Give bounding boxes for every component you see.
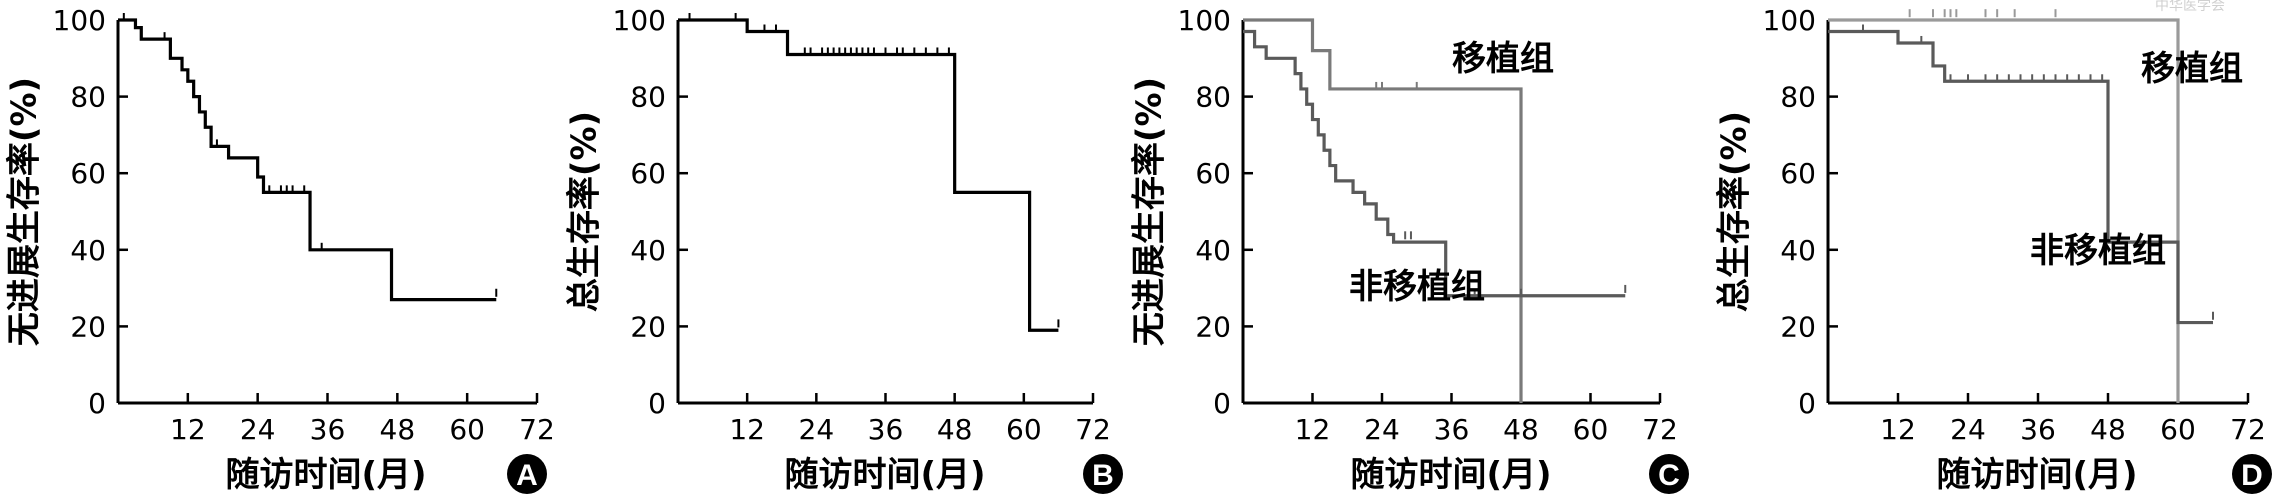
panel-badge: [1649, 454, 1689, 494]
x-tick-label: 72: [1642, 413, 1678, 446]
y-tick-label: 20: [630, 310, 666, 343]
panel-badge-letter: C: [1658, 459, 1680, 492]
panel-badge: [2232, 454, 2272, 494]
x-tick-label: 36: [868, 413, 904, 446]
y-tick-label: 60: [1195, 157, 1231, 190]
panel-badge-letter: B: [1092, 459, 1114, 492]
x-tick-label: 36: [1434, 413, 1470, 446]
x-tick-label: 24: [1364, 413, 1400, 446]
y-tick-label: 40: [1780, 234, 1816, 267]
x-tick-label: 24: [799, 413, 835, 446]
panel-badge-letter: D: [2241, 459, 2263, 492]
x-tick-label: 36: [310, 413, 346, 446]
y-tick-label: 40: [70, 234, 106, 267]
y-axis-label: 总生存率(%): [1715, 111, 1755, 312]
panel-badge-letter: A: [516, 459, 538, 492]
series-label: 移植组: [1452, 39, 1554, 79]
x-tick-label: 60: [449, 413, 485, 446]
y-tick-label: 60: [1780, 157, 1816, 190]
y-tick-label: 20: [70, 310, 106, 343]
y-tick-label: 100: [1763, 4, 1816, 37]
y-tick-label: 100: [1178, 4, 1231, 37]
x-tick-label: 48: [2090, 413, 2126, 446]
y-tick-label: 80: [70, 81, 106, 114]
x-tick-label: 12: [170, 413, 206, 446]
y-tick-label: 20: [1780, 310, 1816, 343]
x-tick-label: 72: [1075, 413, 1111, 446]
x-tick-label: 48: [937, 413, 973, 446]
survival-curve-1: [118, 18, 497, 302]
x-axis-label: 随访时间(月): [1936, 455, 2137, 495]
x-tick-label: 48: [380, 413, 416, 446]
panel-c: 0 20 40 60 80 100 12 24 36 48 60 72 无进展生存率(%) 随访时间(月)…: [1130, 4, 1689, 495]
y-tick-label: 100: [53, 4, 106, 37]
y-tick-label: 60: [630, 157, 666, 190]
x-axis-label: 随访时间(月): [784, 455, 985, 495]
y-tick-label: 0: [1213, 387, 1231, 420]
x-tick-label: 24: [1950, 413, 1986, 446]
series-label: 移植组: [2141, 49, 2243, 89]
y-tick-label: 0: [1798, 387, 1816, 420]
y-axis-label: 无进展生存率(%): [1130, 77, 1170, 346]
x-axis-label: 随访时间(月): [1350, 455, 1551, 495]
y-tick-label: 100: [613, 4, 666, 37]
x-tick-label: 36: [2020, 413, 2056, 446]
y-tick-label: 0: [648, 387, 666, 420]
y-axis-label: 无进展生存率(%): [5, 77, 45, 346]
x-tick-label: 24: [240, 413, 276, 446]
survival-curve-2: [1828, 29, 2213, 325]
y-tick-label: 0: [88, 387, 106, 420]
survival-curve-1: [678, 18, 1059, 332]
panel-d: 0 20 40 60 80 100 12 24 36 48 60 72 总生存率(%) 随访时间(月) 移植…: [1715, 4, 2272, 495]
x-tick-label: 72: [2230, 413, 2266, 446]
panel-a: 0 20 40 60 80 100 12 24 36 48 60 72 无进展生存率(%) 随访时间(月)…: [5, 4, 555, 495]
y-tick-label: 40: [630, 234, 666, 267]
y-tick-label: 80: [1780, 81, 1816, 114]
x-tick-label: 12: [1295, 413, 1331, 446]
series-label: 非移植组: [2030, 231, 2166, 271]
y-tick-label: 80: [630, 81, 666, 114]
x-tick-label: 12: [729, 413, 765, 446]
panel-b: 0 20 40 60 80 100 12 24 36 48 60 72 总生存率(%) 随访时间(月) B: [565, 4, 1123, 495]
y-axis-label: 总生存率(%): [565, 111, 605, 312]
x-tick-label: 60: [2160, 413, 2196, 446]
survival-curve-1: [1243, 18, 1523, 403]
x-tick-label: 60: [1573, 413, 1609, 446]
panel-badge: [1083, 454, 1123, 494]
y-tick-label: 20: [1195, 310, 1231, 343]
survival-curve-1: [1828, 18, 2180, 403]
survival-curve-2: [1243, 29, 1626, 298]
x-tick-label: 48: [1503, 413, 1539, 446]
panel-badge: [507, 454, 547, 494]
y-tick-label: 60: [70, 157, 106, 190]
x-tick-label: 72: [519, 413, 555, 446]
series-label: 非移植组: [1349, 267, 1485, 307]
x-tick-label: 60: [1006, 413, 1042, 446]
x-tick-label: 12: [1880, 413, 1916, 446]
watermark: 中华医学会: [2155, 0, 2225, 14]
y-tick-label: 40: [1195, 234, 1231, 267]
y-tick-label: 80: [1195, 81, 1231, 114]
x-axis-label: 随访时间(月): [225, 455, 426, 495]
